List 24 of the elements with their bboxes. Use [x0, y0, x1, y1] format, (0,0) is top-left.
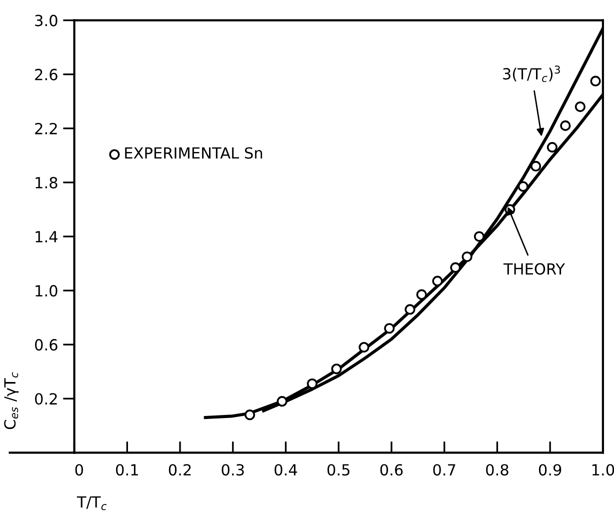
legend-label: EXPERIMENTAL Sn — [125, 147, 262, 159]
x-tick-label: 1.0 — [592, 464, 614, 476]
x-tick-label: 0.5 — [327, 464, 350, 476]
annotation: 3(T/T$_{c}$)$^{3}$ — [503, 66, 560, 82]
x-axis-title: T/T$_{c}$ — [76, 496, 107, 510]
y-tick-label: 1.0 — [36, 285, 58, 297]
x-tick-label: 0.2 — [168, 464, 191, 476]
annotation: THEORY — [503, 263, 565, 275]
x-tick-label: 0.1 — [116, 464, 138, 476]
y-tick-label: 3.0 — [35, 14, 58, 26]
y-tick-label: 0.6 — [35, 339, 58, 351]
y-tick-label: 2.2 — [35, 122, 57, 134]
x-tick-label: 0.9 — [538, 464, 562, 476]
x-tick-label: 0.6 — [380, 464, 403, 476]
y-tick-label: 2.6 — [35, 68, 58, 80]
x-tick-label: 0.3 — [222, 464, 244, 476]
y-tick-label: 1.8 — [36, 176, 58, 188]
x-tick-label: 0.8 — [486, 464, 508, 476]
x-tick-label: 0 — [75, 464, 83, 476]
y-tick-label: 0.2 — [35, 393, 57, 405]
x-tick-label: 0.4 — [274, 464, 298, 476]
x-tick-label: 0.7 — [433, 464, 456, 476]
y-axis-title: C$_{es}$ /γT$_{c}$ — [4, 372, 19, 430]
y-tick-label: 1.4 — [36, 231, 58, 242]
